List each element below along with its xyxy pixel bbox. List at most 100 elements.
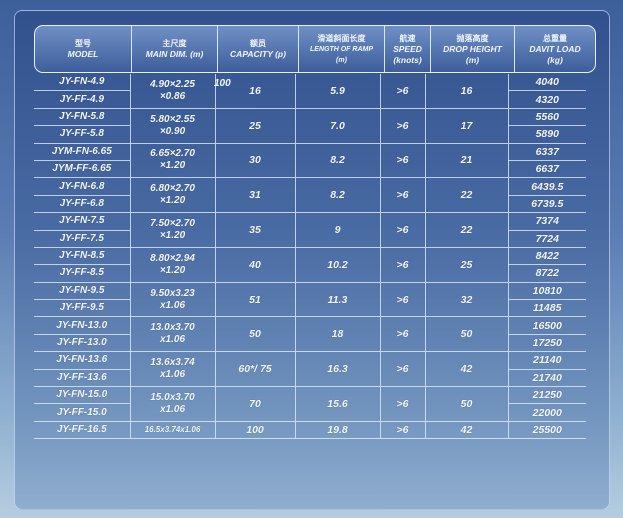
model-cell: JY-FF-15.0 [34, 403, 130, 422]
header-ramp-cn: 滑道斜面长度 [317, 33, 366, 43]
ramp-length-cell: 8.2 [294, 177, 380, 214]
header-load-unit: (kg) [547, 54, 563, 65]
model-cell: JY-FF-5.8 [34, 125, 130, 144]
speed-cell: >6 [379, 177, 425, 214]
header-dim-en: MAIN DIM. (m) [145, 49, 204, 59]
main-dim-line: ×0.86 [159, 90, 186, 102]
main-dim-cell: 6.65×2.70 ×1.20 [129, 143, 215, 179]
capacity-cell: 100 [214, 421, 295, 440]
header-capacity-cn: 额员 [250, 39, 266, 48]
main-dim-line: x1.06 [159, 334, 186, 346]
davit-load-cell: 6439.5 [507, 177, 586, 196]
ramp-length-cell: 16.3 [294, 351, 380, 388]
header-model-cn: 型号 [75, 39, 91, 48]
speed-cell: >6 [379, 316, 425, 353]
speed-cell: >6 [379, 74, 425, 109]
drop-height-cell: 22 [424, 177, 508, 214]
capacity-cell: 30 [214, 143, 295, 179]
davit-load-cell: 10810 [507, 282, 586, 301]
main-dim-line: x1.06 [159, 369, 186, 381]
model-cell: JY-FF-7.5 [34, 230, 130, 248]
table-header: 型号 MODEL 主尺度 MAIN DIM. (m) 额员 CAPACITY (p) … [34, 25, 596, 73]
capacity-cell: 50 [214, 316, 295, 353]
header-load-cn: 总重量 [543, 33, 567, 43]
table-row: JYM-FF-6.65 6637 [34, 160, 586, 179]
model-cell: JY-FN-15.0 [34, 386, 130, 405]
spec-table: JY-FN-4.9 4.90×2.25 ×0.86 16 5.9 >6 16 4040 JY-F… [34, 74, 586, 440]
model-cell: JY-FN-13.6 [34, 351, 130, 370]
table-row: JY-FN-15.0 15.0x3.70 x1.06 70 15.6 >6 50 21250 [34, 386, 586, 422]
header-drop-unit: (m) [465, 54, 480, 65]
model-cell: JY-FN-8.5 [34, 247, 130, 266]
davit-load-cell: 4040 [507, 74, 586, 92]
davit-load-cell: 25500 [507, 421, 586, 440]
header-speed-unit: (knots) [393, 54, 422, 65]
header-drop-cn: 抛落高度 [456, 33, 489, 43]
main-dim-cell: 6.80×2.70 ×1.20 [129, 177, 215, 214]
model-cell: JY-FF-4.9 [34, 90, 130, 109]
davit-load-cell: 21250 [507, 386, 586, 405]
model-cell: JY-FF-13.6 [34, 369, 130, 388]
capacity-cell: 31 [214, 177, 295, 214]
speed-cell: >6 [379, 247, 425, 283]
table-row: JY-FN-4.9 4.90×2.25 ×0.86 16 5.9 >6 16 4040 [34, 74, 586, 109]
main-dim-cell: 4.90×2.25 ×0.86 [129, 74, 215, 109]
speed-cell: >6 [379, 386, 425, 422]
model-cell: JY-FN-9.5 [34, 282, 130, 301]
header-drop: 抛落高度 DROP HEIGHT (m) [431, 26, 515, 72]
davit-load-cell: 5560 [507, 108, 586, 127]
speed-cell: >6 [379, 108, 425, 144]
ramp-length-cell: 18 [294, 316, 380, 353]
davit-load-cell: 5890 [507, 125, 586, 144]
davit-load-cell: 16500 [507, 316, 586, 335]
model-cell: JYM-FF-6.65 [34, 160, 130, 179]
main-dim-line: 5.80×2.55 [150, 113, 195, 125]
table-row: JY-FN-13.0 13.0x3.70 x1.06 50 18 >6 50 16500 [34, 316, 586, 353]
ramp-length-cell: 9 [294, 212, 380, 248]
header-dim-cn: 主尺度 [162, 39, 187, 48]
capacity-cell: 40 [214, 247, 295, 283]
drop-height-cell: 50 [424, 316, 508, 353]
model-cell: JY-FN-13.0 [34, 316, 130, 335]
table-row: JY-FF-16.5 16.5x3.74x1.06 100 19.8 >6 42 25500 [34, 421, 586, 440]
main-dim-line: 9.50x3.23 [150, 287, 195, 299]
main-dim-line: x1.06 [159, 299, 186, 311]
main-dim-line: 13.6x3.74 [150, 357, 195, 369]
model-cell: JY-FF-13.0 [34, 334, 130, 353]
capacity-cell: 35 [214, 212, 295, 248]
capacity-cell: 16 [214, 74, 295, 109]
ramp-length-cell: 10.2 [294, 247, 380, 283]
header-dim: 主尺度 MAIN DIM. (m) [132, 26, 218, 72]
header-model: 型号 MODEL [35, 26, 132, 72]
capacity-cell: 51 [214, 282, 295, 318]
header-speed-cn: 航速 [399, 33, 416, 43]
main-dim-line: 6.80×2.70 [150, 183, 195, 195]
table-row: JY-FN-9.5 9.50x3.23 x1.06 51 11.3 >6 32 10810 [34, 282, 586, 318]
header-load-en: DAVIT LOAD [529, 43, 581, 54]
davit-load-cell: 22000 [507, 403, 586, 422]
table-row: JY-FN-13.6 13.6x3.74 x1.06 60*/ 75 16.3 >6 42 2… [34, 351, 586, 388]
ramp-length-cell: 11.3 [294, 282, 380, 318]
davit-load-cell: 17250 [507, 334, 586, 353]
main-dim-line: 7.50×2.70 [150, 218, 195, 230]
table-row: JY-FF-4.9 4320 [34, 90, 586, 109]
main-dim-line: x1.06 [159, 403, 186, 415]
header-speed: 航速 SPEED (knots) [385, 26, 431, 72]
model-cell: JY-FF-6.8 [34, 195, 130, 214]
main-dim-cell: 5.80×2.55 ×0.90 [129, 108, 215, 144]
main-dim-line: ×1.20 [159, 195, 186, 207]
davit-load-cell: 21740 [507, 369, 586, 388]
drop-height-cell: 22 [424, 212, 508, 248]
header-speed-en: SPEED [393, 43, 422, 54]
main-dim-cell: 13.0x3.70 x1.06 [129, 316, 215, 353]
model-cell: JY-FF-9.5 [34, 299, 130, 318]
capacity-cell: 70 [214, 386, 295, 422]
main-dim-cell: 16.5x3.74x1.06 [129, 421, 215, 440]
davit-load-cell: 8722 [507, 264, 586, 283]
ramp-length-cell: 5.9 [294, 74, 380, 109]
davit-load-cell: 6337 [507, 143, 586, 161]
davit-load-cell: 21140 [507, 351, 586, 370]
table-row: JY-FF-9.5 11485 [34, 299, 586, 318]
table-row: JY-FN-5.8 5.80×2.55 ×0.90 25 7.0 >6 17 5560 [34, 108, 586, 144]
table-row: JY-FN-6.8 6.80×2.70 ×1.20 31 8.2 >6 22 6439.5 [34, 177, 586, 214]
